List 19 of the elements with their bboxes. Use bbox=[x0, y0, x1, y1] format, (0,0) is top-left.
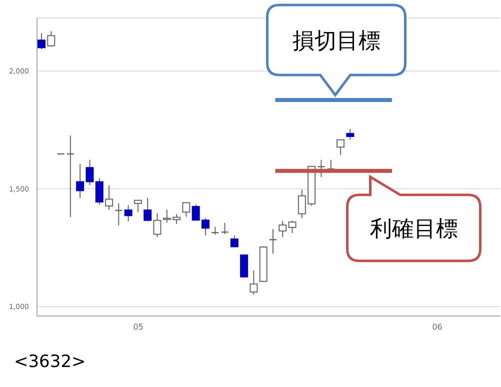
x-tick-label: 05 bbox=[133, 322, 144, 332]
candlestick bbox=[153, 212, 162, 238]
candlestick bbox=[250, 270, 258, 296]
candlestick bbox=[144, 197, 152, 222]
ref-line-label: 損切目標 bbox=[292, 28, 380, 54]
candlestick bbox=[336, 138, 345, 156]
candlestick bbox=[278, 220, 287, 238]
x-tick-label: 06 bbox=[432, 322, 442, 332]
candlestick bbox=[268, 228, 278, 254]
candlestick bbox=[346, 128, 354, 140]
candlestick bbox=[124, 205, 132, 222]
candlestick bbox=[47, 30, 56, 48]
candlestick bbox=[240, 254, 248, 278]
ref-line-label: 利確目標 bbox=[370, 216, 458, 242]
candlestick bbox=[134, 200, 142, 213]
text: <3632> bbox=[14, 352, 86, 372]
candlestick bbox=[182, 202, 190, 218]
candlestick bbox=[105, 184, 114, 210]
candlestick bbox=[288, 220, 296, 234]
